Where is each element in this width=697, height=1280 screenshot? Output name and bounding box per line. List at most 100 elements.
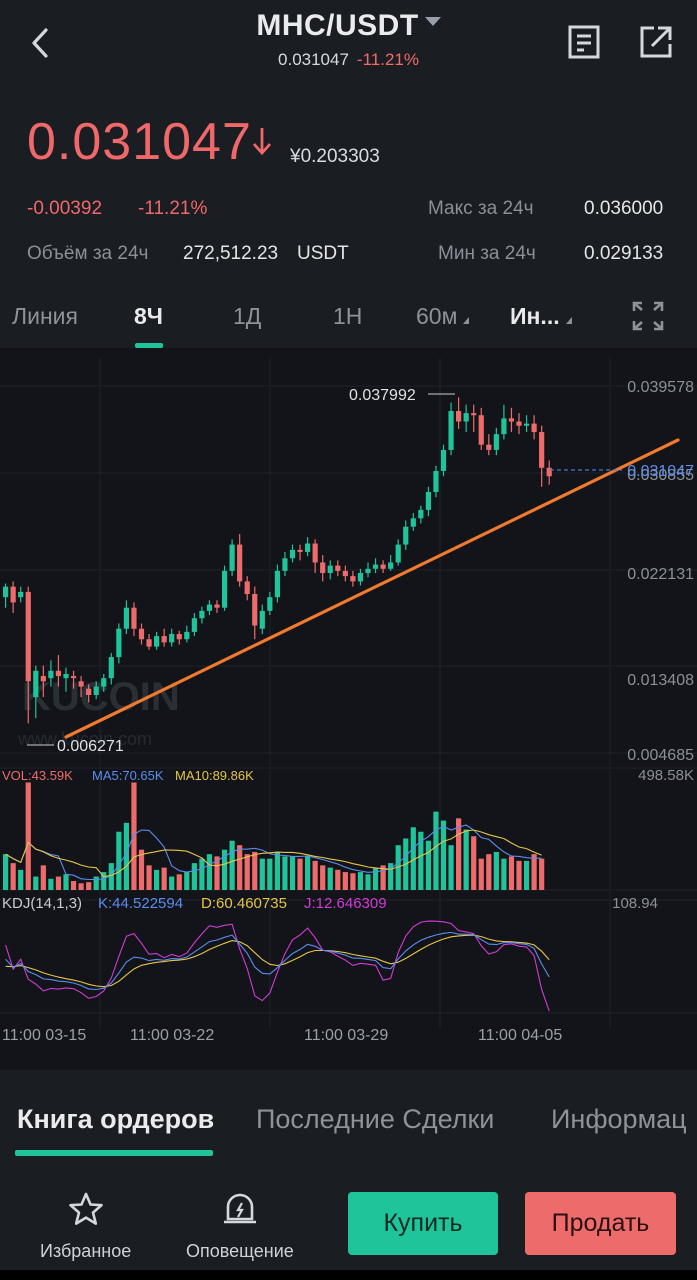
volume-bar [305,856,311,890]
favorite-label[interactable]: Избранное [40,1241,132,1261]
candle-body [380,564,386,569]
dropdown-corner-icon [565,317,572,324]
volume-axis-max: 498.58K [638,767,694,784]
candle-body [70,676,77,679]
candle-body [108,657,114,679]
volume-bar [335,869,341,890]
volume-bar [3,854,9,890]
time-axis-label: 11:00 04-05 [478,1027,562,1044]
volume-bar [161,867,167,890]
volume-bar [154,869,160,890]
candle-body [199,610,205,619]
ma10-label: MA10:89.86K [175,768,254,783]
star-icon[interactable] [68,1191,104,1227]
kdj-j-label: J:12.646309 [304,895,387,912]
bottom-action-bar: Избранное Оповещение Купить Продать [0,1165,697,1280]
tab-60m-label: 60м [416,303,458,329]
candle-body [327,565,333,573]
volume-bar [267,858,273,890]
volume-bar [191,863,197,890]
pair-name: MHC/USDT [256,9,419,42]
volume-bar [501,858,507,890]
volume-bar [380,865,386,890]
tab-1d[interactable]: 1Д [233,303,262,329]
kline-chart[interactable]: KUCOIN www.kucoin.com 0.039578 0.030855 0.… [0,348,697,1070]
candle-body [440,449,447,471]
tab-recent-trades[interactable]: Последние Сделки [256,1104,495,1134]
volume-bar [146,865,152,890]
candle-body [214,604,220,608]
volume-bar [123,822,129,890]
volume-layer: VOL:43.59K MA5:70.65K MA10:89.86K 498.58K [2,767,694,890]
volume-bar [350,873,356,890]
candle-body [478,415,484,445]
candle-body [516,421,522,426]
candle-body [418,509,424,519]
volume-bar [493,851,499,890]
dropdown-corner-icon [463,317,470,324]
time-axis-label: 11:00 03-15 [2,1027,86,1044]
fullscreen-icon[interactable] [632,301,664,331]
volume-bar [169,876,175,890]
candle-body [342,570,348,577]
volume-bar [274,851,280,890]
orderbook-tabs: Книга ордеров Последние Сделки Информац [0,1084,697,1164]
alert-bell-icon[interactable] [222,1191,258,1227]
volume-bar [539,858,545,890]
tab-order-book[interactable]: Книга ордеров [17,1104,215,1134]
candle-body [282,558,288,571]
alert-label[interactable]: Оповещение [186,1241,294,1261]
kucoin-watermark: KUCOIN www.kucoin.com [17,675,180,749]
tab-60m[interactable]: 60м [416,303,470,330]
volume-bar [433,811,439,890]
candle-body [297,549,303,552]
tab-1w[interactable]: 1Н [333,303,363,329]
price-axis-label: 0.022131 [627,566,694,583]
document-icon[interactable] [567,24,603,60]
volume-bar [448,845,454,890]
tab-info[interactable]: Информац [551,1104,687,1134]
candle-body [425,491,431,510]
candle-body [86,688,92,695]
candle-body [274,570,280,598]
volume-bar [410,827,416,890]
volume-24h-value: 272,512.23 [183,243,279,264]
price-axis-label: 0.004685 [627,747,694,764]
share-external-icon[interactable] [638,24,674,60]
candle-body [154,636,160,647]
change-abs: -0.00392 [27,198,103,219]
subtitle-price: 0.031047 [278,50,349,69]
candle-body [131,607,137,629]
volume-bar [237,845,243,890]
candle-body [10,586,16,603]
volume-bar [93,876,99,890]
tab-line[interactable]: Линия [12,303,78,329]
volume-bar [508,856,515,890]
candle-body [161,636,167,643]
volume-bar [63,874,69,890]
tab-indicators[interactable]: Ин... [510,303,572,330]
candle-body [184,631,190,640]
last-price: 0.031047 [27,113,252,171]
chart-canvas[interactable]: KUCOIN www.kucoin.com 0.0395780.0308550.… [0,348,697,1070]
candle-body [493,434,499,450]
volume-bar [312,860,318,890]
candle-body [33,670,39,698]
candle-body [320,562,326,573]
back-arrow-icon[interactable] [28,26,54,60]
candle-body [55,670,62,677]
low-24h-label: Мин за 24ч [438,243,536,264]
min-price-marker: 0.006271 [57,738,124,755]
volume-bar [456,818,462,890]
sell-button[interactable]: Продать [525,1192,676,1255]
buy-button[interactable]: Купить [348,1192,498,1255]
price-axis-label: 0.013408 [627,672,694,689]
candle-body [63,673,69,679]
volume-bar [523,860,530,890]
tab-8h[interactable]: 8Ч [134,303,163,329]
candle-body [350,576,356,582]
price-axis-label: 0.030855 [627,467,694,484]
pair-selector[interactable]: MHC/USDT [0,9,697,43]
kdj-layer: KDJ(14,1,3) K:44.522594 D:60.460735 J:12.64… [2,895,658,1012]
time-axis: 11:00 03-15 11:00 03-22 11:00 03-29 11:00 0… [2,1027,562,1044]
